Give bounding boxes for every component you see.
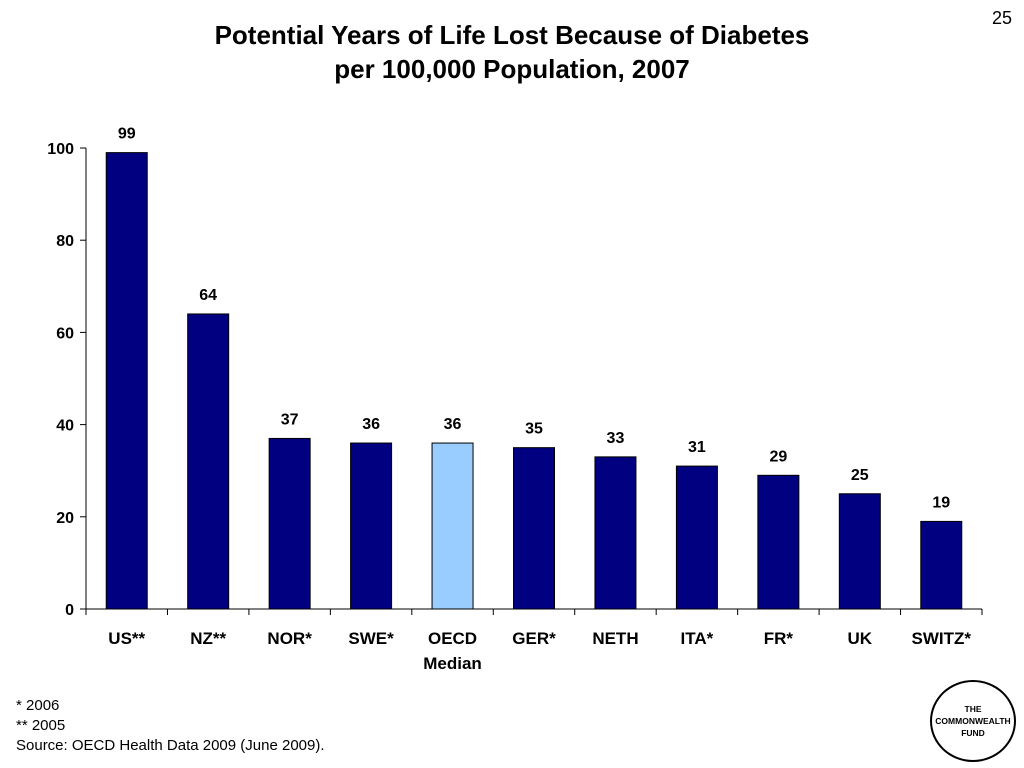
x-tick-label: FR*	[764, 629, 794, 648]
bar	[105, 152, 148, 610]
y-tick-label: 0	[65, 602, 74, 619]
bar	[838, 493, 881, 610]
bar	[757, 474, 800, 610]
x-tick-label: ITA*	[681, 629, 714, 648]
bar	[920, 520, 963, 610]
title-line-2: per 100,000 Population, 2007	[334, 54, 690, 84]
bar	[675, 465, 718, 610]
source-note: Source: OECD Health Data 2009 (June 2009…	[16, 737, 325, 754]
slide-number: 25	[991, 8, 1012, 28]
bar	[268, 437, 311, 610]
bar	[350, 442, 393, 610]
logo-line-3: FUND	[961, 728, 985, 738]
y-tick-label: 20	[56, 510, 74, 527]
footnote-2006: * 2006	[16, 697, 60, 714]
y-tick-label: 100	[47, 141, 74, 158]
x-tick-label: Median	[423, 654, 482, 673]
y-tick-label: 40	[56, 418, 74, 435]
data-label: 37	[281, 411, 299, 428]
data-label: 33	[607, 430, 625, 447]
commonwealth-fund-logo: THE COMMONWEALTH FUND	[930, 680, 1016, 762]
footnotes: * 2006 ** 2005 Source: OECD Health Data …	[16, 696, 325, 756]
data-label: 36	[444, 416, 462, 433]
bar	[513, 447, 555, 610]
data-label: 99	[118, 126, 136, 143]
x-tick-label: GER*	[512, 629, 556, 648]
x-tick-label: US**	[108, 629, 145, 648]
footnote-2005: ** 2005	[16, 717, 66, 734]
y-tick-label: 80	[56, 233, 74, 250]
bar	[187, 313, 230, 610]
x-tick-label: SWE*	[348, 629, 394, 648]
y-tick-label: 60	[56, 325, 74, 342]
x-tick-label: NOR*	[267, 629, 312, 648]
x-tick-label: NZ**	[190, 629, 226, 648]
data-label: 19	[932, 494, 950, 511]
data-label: 64	[199, 287, 217, 304]
data-label: 35	[525, 421, 543, 438]
x-tick-label: NETH	[592, 629, 638, 648]
x-tick-label: UK	[848, 629, 873, 648]
bar	[594, 456, 637, 610]
data-label: 25	[851, 467, 869, 484]
data-label: 29	[769, 448, 787, 465]
logo-line-2: COMMONWEALTH	[935, 716, 1011, 726]
x-tick-label: OECD	[428, 629, 477, 648]
title-line-1: Potential Years of Life Lost Because of …	[214, 20, 810, 50]
x-tick-label: SWITZ*	[912, 629, 972, 648]
logo-line-1: THE	[964, 704, 982, 714]
bar	[431, 442, 474, 610]
data-label: 31	[688, 439, 706, 456]
data-label: 36	[362, 416, 380, 433]
chart-title: Potential Years of Life Lost Because of …	[0, 18, 1024, 86]
